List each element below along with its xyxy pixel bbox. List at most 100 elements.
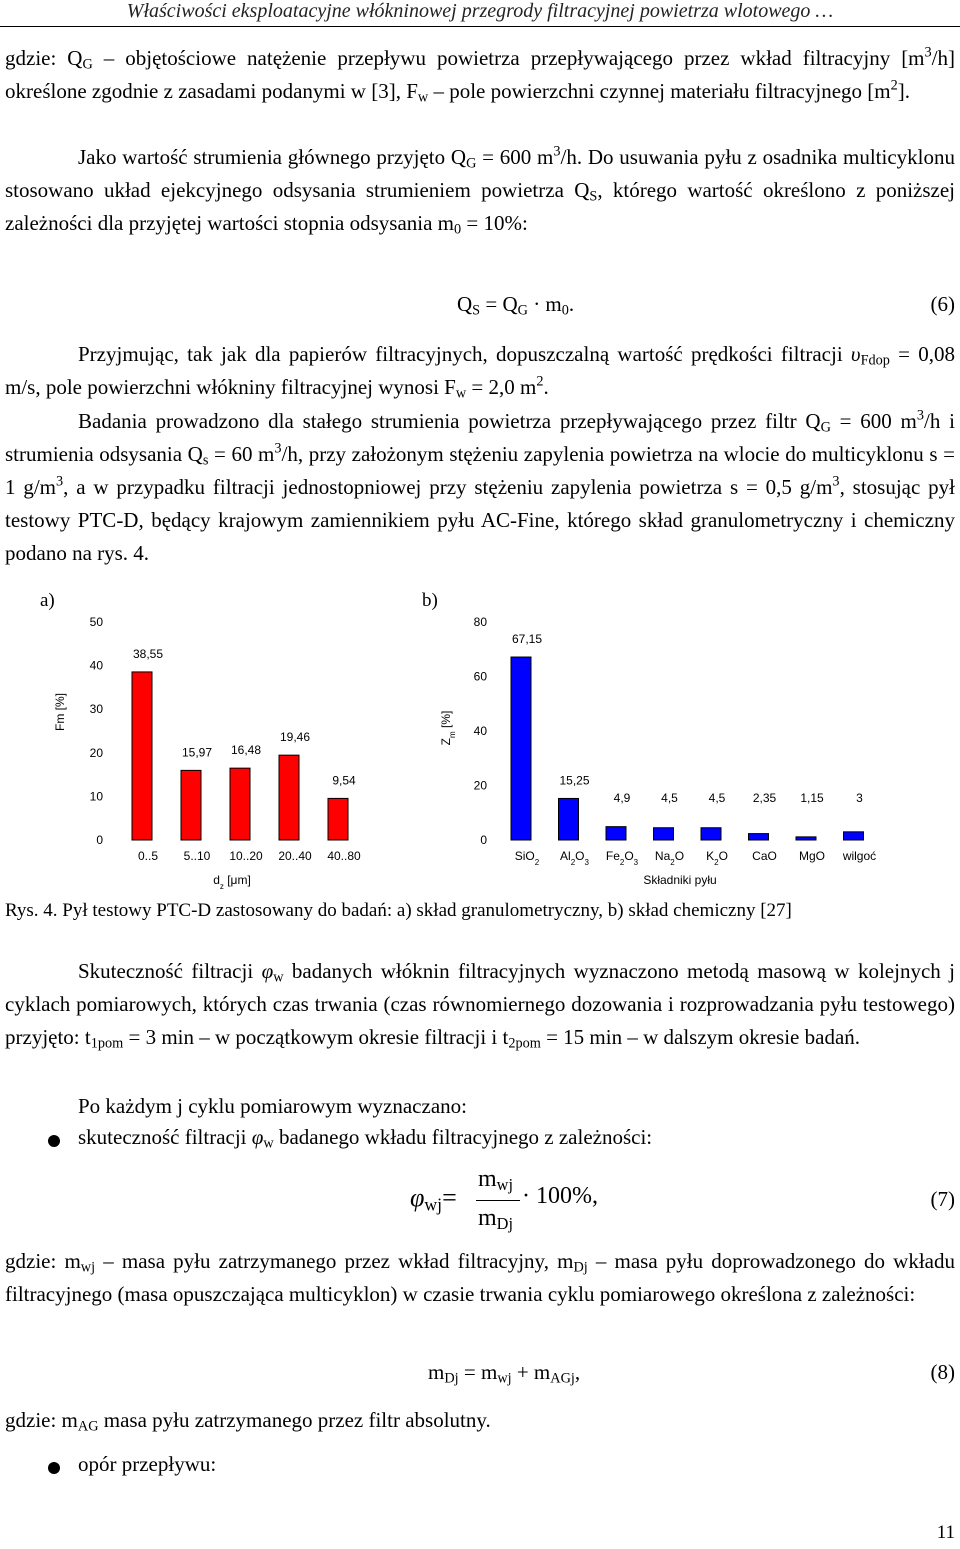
text-run: /h] określone zgodnie z zasadami podanym… [5,46,955,103]
page-number: 11 [936,1522,955,1543]
bar [795,836,817,841]
text-run: K [706,849,714,863]
x-tick-label: 10..20 [229,849,263,863]
supscript: 2 [890,77,898,94]
subscript: z [220,882,224,891]
figure: a)Fm [%]dz [μm]0102030405038,550..515,97… [40,590,876,891]
text-run: badanych włóknin filtracyjnych wyznaczon… [5,959,955,1049]
symbol: υ [850,342,861,366]
list-item: opór przepływu: [78,1452,216,1477]
data-label: 2,35 [753,791,777,805]
bar [229,767,251,841]
y-tick-label: 80 [474,615,488,629]
data-label: 67,15 [512,632,542,646]
subscript: wj [80,1259,96,1276]
supscript: 2 [536,373,544,390]
subscript: w [455,385,467,402]
data-label: 4,5 [661,791,678,805]
text-run: – masa pyłu zatrzymanego przez wkład fil… [95,1249,574,1273]
text-run: – masa pyłu doprowadzonego do wkładu fil… [5,1249,955,1306]
subscript: wj [496,1175,513,1195]
text-run: , a w przypadku filtracji jednostopniowe… [63,475,833,499]
paragraph: gdzie: mwj – masa pyłu zatrzymanego prze… [5,1245,955,1311]
text-run: – pole powierzchni czynnej materiału fil… [428,79,891,103]
equation-rhs: · 100%, [522,1183,598,1210]
text-run: = 60 m [208,442,275,466]
y-tick-label: 0 [480,833,487,847]
subscript: 0 [561,302,569,319]
subscript: 1pom [90,1035,124,1052]
text-run: gdzie: Q [5,46,83,70]
text-run: /h, przy założonym stężeniu zapylenia po… [5,442,955,499]
text-run: + m [511,1360,551,1384]
data-label: 15,25 [559,773,589,787]
text-run: Q [457,292,473,316]
text-run: /h. Do usuwania pyłu z osadnika multicyk… [5,145,955,202]
text-run: /h i strumienia odsysania Q [5,409,955,466]
text-run: = 0,08 m/s, pole powierzchni włókniny fi… [5,342,956,399]
y-tick-label: 20 [90,746,104,760]
subscript: w [417,89,429,106]
subscript: 0 [454,221,462,238]
text-run: = 2,0 m [466,375,537,399]
x-tick-label: CaO [752,849,777,863]
panel-label: b) [422,590,438,611]
y-tick-label: 30 [90,702,104,716]
panel-label: a) [40,590,55,611]
y-tick-label: 20 [474,779,488,793]
text-run: , którego wartość określono z poniższej … [5,178,955,235]
x-tick-label: 5..10 [184,849,211,863]
text-run: · m [527,292,562,316]
subscript: Fdop [860,352,890,369]
text-run: gdzie: m [5,1408,78,1432]
text-run: Na [655,849,671,863]
text-run: = 600 m [476,145,554,169]
data-label: 4,9 [614,791,631,805]
supscript: 3 [924,44,932,61]
text-run: opór przepływu: [78,1452,217,1476]
paragraph: Po każdym j cyklu pomiarowym wyznaczano: [5,1090,955,1123]
text-run: Jako wartość strumienia głównego przyjęt… [78,145,467,169]
bar [180,769,202,841]
subscript: S [589,188,598,205]
equation-number: (8) [930,1360,956,1384]
subscript: s [202,452,209,469]
text-run: = 600 m [830,409,917,433]
data-label: 4,5 [709,791,726,805]
equation-number: (6) [930,292,956,316]
supscript: 3 [56,473,64,490]
subscript: w [263,1135,274,1152]
text-run: badanego wkładu filtracyjnego z zależnoś… [273,1125,653,1149]
text-run: Badania prowadzono dla stałego strumieni… [78,409,821,433]
paragraph: Badania prowadzono dla stałego strumieni… [5,405,955,570]
subscript: G [82,56,93,73]
fraction-denominator: mDj [478,1205,513,1232]
symbol: φ [251,1125,264,1149]
equation: mDj = mwj + mAGj, [428,1360,580,1386]
subscript: G [820,419,831,436]
x-axis-label: dz [μm] [213,873,251,891]
bar [843,831,864,841]
text-run: Skuteczność filtracji [78,959,262,983]
text-run: gdzie: m [5,1249,81,1273]
bar [653,827,674,841]
bar [558,797,579,841]
subscript: Dj [496,1214,513,1234]
text-run: Al [560,849,571,863]
supscript: 3 [832,473,840,490]
x-tick-label: 40..80 [327,849,361,863]
equation: QS = QG · m0. [457,292,574,319]
text-run: Po każdym j cyklu pomiarowym wyznaczano: [78,1094,467,1118]
subscript: wj [424,1194,443,1215]
subscript: 3 [634,858,639,867]
text-run: , stosując pył testowy PTC-D, będący kra… [5,475,955,565]
text-run: m [478,1205,497,1231]
text-run: Przyjmując, tak jak dla papierów filtrac… [78,342,851,366]
fraction-numerator: mwj [478,1166,513,1193]
text-run: m [478,1166,497,1192]
x-tick-label: Fe2O3 [606,849,639,867]
subscript: AG [77,1418,99,1435]
text-run: . [543,375,549,399]
subscript: w [273,969,284,986]
text-run: m [428,1360,445,1384]
